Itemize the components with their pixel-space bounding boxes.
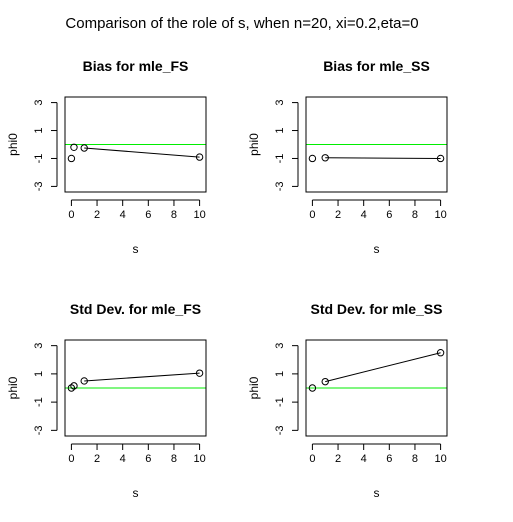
data-point	[308, 384, 317, 392]
y-tick-label: 3	[33, 343, 45, 349]
panel-title: Std Dev. for mle_FS	[70, 301, 201, 317]
x-tick-label: 8	[412, 453, 418, 465]
data-point	[70, 382, 78, 390]
data-point	[321, 154, 329, 162]
y-tick-label: -3	[274, 425, 286, 435]
x-tick-label: 8	[171, 453, 177, 465]
y-tick-label: -3	[33, 425, 45, 435]
data-point	[67, 154, 76, 163]
x-tick-label: 6	[145, 209, 151, 221]
y-tick-label: -1	[274, 397, 286, 407]
y-tick-label: -1	[33, 154, 45, 164]
x-tick-label: 10	[434, 209, 446, 221]
y-axis-label: phi0	[247, 133, 261, 156]
x-tick-label: 4	[361, 209, 367, 221]
x-tick-label: 0	[309, 453, 315, 465]
y-tick-label: 3	[274, 100, 286, 106]
plot-frame	[64, 339, 207, 437]
y-tick-label: -3	[33, 182, 45, 192]
y-tick-label: 3	[33, 100, 45, 106]
series-line	[325, 157, 441, 159]
data-point	[80, 144, 88, 152]
y-tick-label: 1	[33, 371, 45, 377]
x-tick-label: 2	[94, 209, 100, 221]
x-tick-label: 10	[193, 453, 205, 465]
panel-1: Bias for mle_FS 0 2 4 6 8 10 -3 -1 1 3 s phi0	[6, 58, 207, 256]
y-axis-label: phi0	[6, 133, 20, 156]
panel-3: Std Dev. for mle_FS 0 2 4 6 8 10 -3 -1 1 3 s phi0	[6, 301, 207, 500]
x-tick-label: 8	[171, 209, 177, 221]
series-line	[84, 372, 200, 382]
x-tick-label: 10	[193, 209, 205, 221]
y-tick-label: 3	[274, 343, 286, 349]
x-tick-label: 0	[68, 209, 74, 221]
y-tick-label: -1	[274, 154, 286, 164]
panel-4: Std Dev. for mle_SS 0 2 4 6 8 10 -3 -1 1 3 s phi0	[247, 301, 448, 500]
x-tick-label: 6	[145, 453, 151, 465]
panel-title: Bias for mle_FS	[83, 58, 189, 74]
plot-frame	[305, 96, 448, 193]
x-tick-label: 6	[386, 209, 392, 221]
y-tick-label: -3	[274, 182, 286, 192]
x-tick-label: 0	[68, 453, 74, 465]
data-point	[80, 377, 88, 385]
y-tick-label: -1	[33, 397, 45, 407]
data-point	[436, 349, 445, 357]
data-point	[308, 154, 317, 163]
plot-frame	[305, 339, 448, 437]
y-axis-label: phi0	[6, 376, 20, 399]
x-axis-label: s	[133, 242, 139, 256]
plot-frame	[64, 96, 207, 193]
panel-title: Std Dev. for mle_SS	[310, 301, 442, 317]
y-tick-label: 1	[274, 371, 286, 377]
y-tick-label: 1	[274, 127, 286, 133]
series-line	[325, 352, 441, 383]
series-line	[84, 147, 200, 158]
x-tick-label: 2	[335, 209, 341, 221]
panel-2: Bias for mle_SS 0 2 4 6 8 10 -3 -1 1 3 s phi0	[247, 58, 448, 256]
y-tick-label: 1	[33, 127, 45, 133]
x-tick-label: 0	[309, 209, 315, 221]
x-tick-label: 4	[120, 453, 126, 465]
y-axis-label: phi0	[247, 376, 261, 399]
x-axis-label: s	[374, 486, 380, 500]
data-point	[321, 377, 329, 386]
x-axis-label: s	[133, 486, 139, 500]
panel-title: Bias for mle_SS	[323, 58, 430, 74]
data-point	[195, 369, 204, 377]
x-tick-label: 2	[335, 453, 341, 465]
x-tick-label: 6	[386, 453, 392, 465]
x-tick-label: 8	[412, 209, 418, 221]
data-point	[436, 154, 445, 163]
figure-title: Comparison of the role of s, when n=20, …	[65, 15, 418, 32]
x-tick-label: 10	[434, 453, 446, 465]
x-axis-label: s	[374, 242, 380, 256]
x-tick-label: 4	[120, 209, 126, 221]
x-tick-label: 4	[361, 453, 367, 465]
data-point	[195, 153, 204, 161]
x-tick-label: 2	[94, 453, 100, 465]
data-point	[70, 143, 78, 151]
